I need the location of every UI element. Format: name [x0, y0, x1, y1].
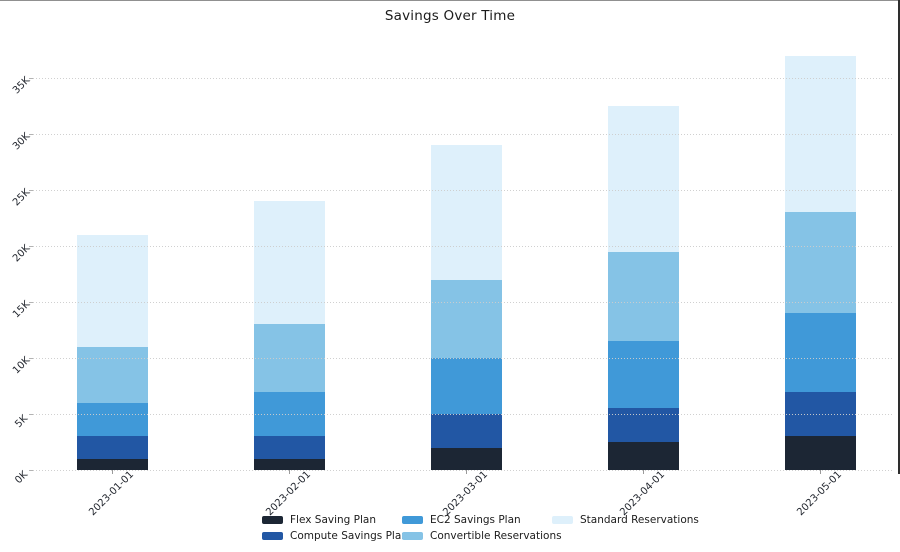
chart-title: Savings Over Time [384, 8, 516, 24]
legend-swatch-icon [262, 515, 283, 524]
y-axis-tick-label: 0K [13, 469, 31, 487]
bar-segment-flex-saving-plan[interactable] [784, 436, 856, 470]
y-axis-tick-label: 25K [10, 186, 33, 209]
window-right-edge [898, 0, 900, 474]
gridline [33, 302, 894, 303]
x-axis-tick [643, 470, 644, 474]
legend-item-label: Compute Savings Plan [290, 529, 408, 542]
bar-segment-convertible-reservations[interactable] [607, 251, 679, 342]
y-axis-tick [29, 470, 33, 471]
x-axis-tick-label: 2023-05-01 [795, 469, 845, 519]
y-axis-tick [29, 414, 33, 415]
bar-segment-compute-savings-plan[interactable] [76, 436, 148, 459]
bar-segment-convertible-reservations[interactable] [76, 346, 148, 403]
y-axis-tick [29, 190, 33, 191]
legend-swatch-icon [402, 515, 423, 524]
legend-item-label: Convertible Reservations [430, 529, 562, 542]
y-axis-tick-label: 30K [10, 130, 33, 153]
gridline [33, 78, 894, 79]
bar-segment-ec2-savings-plan[interactable] [430, 358, 502, 414]
bar-segment-ec2-savings-plan[interactable] [607, 341, 679, 409]
bar-segment-ec2-savings-plan[interactable] [253, 391, 325, 437]
gridline [33, 190, 894, 191]
bar-segment-convertible-reservations[interactable] [430, 279, 502, 358]
bar-segment-compute-savings-plan[interactable] [784, 391, 856, 437]
legend-swatch-icon [262, 531, 283, 540]
gridline [33, 134, 894, 135]
bar-segment-ec2-savings-plan[interactable] [784, 313, 856, 392]
gridline [33, 246, 894, 247]
legend-item-compute-savings-plan[interactable]: Compute Savings Plan [262, 529, 408, 542]
bar-segment-standard-reservations[interactable] [430, 145, 502, 280]
y-axis-tick-label: 15K [10, 298, 33, 321]
x-axis-tick [112, 470, 113, 474]
y-axis-tick [29, 358, 33, 359]
x-axis-tick [289, 470, 290, 474]
bar-segment-flex-saving-plan[interactable] [76, 458, 148, 470]
legend: Flex Saving Plan Compute Savings Plan EC2 … [262, 513, 699, 542]
y-axis-tick [29, 246, 33, 247]
x-axis-tick [820, 470, 821, 474]
x-axis-tick [466, 470, 467, 474]
bar-segment-compute-savings-plan[interactable] [607, 408, 679, 442]
bar-segment-flex-saving-plan[interactable] [253, 458, 325, 470]
legend-item-label: EC2 Savings Plan [430, 513, 521, 526]
y-axis-tick-label: 20K [10, 242, 33, 265]
y-axis-tick-label: 5K [13, 413, 31, 431]
y-axis-tick [29, 78, 33, 79]
bar-segment-ec2-savings-plan[interactable] [76, 402, 148, 437]
bar-segment-compute-savings-plan[interactable] [430, 414, 502, 448]
bar-segment-compute-savings-plan[interactable] [253, 436, 325, 459]
bar-segment-convertible-reservations[interactable] [253, 324, 325, 392]
legend-item-standard-reservations[interactable]: Standard Reservations [552, 513, 699, 526]
legend-item-flex-saving-plan[interactable]: Flex Saving Plan [262, 513, 402, 526]
bar-segment-standard-reservations[interactable] [784, 55, 856, 213]
legend-item-label: Flex Saving Plan [290, 513, 377, 526]
bar-segment-standard-reservations[interactable] [76, 234, 148, 347]
y-axis-tick-label: 35K [10, 74, 33, 97]
gridline [33, 414, 894, 415]
bar-segment-flex-saving-plan[interactable] [607, 442, 679, 470]
window-top-edge [0, 0, 900, 1]
x-axis-tick-label: 2023-01-01 [87, 469, 137, 519]
bar-segment-standard-reservations[interactable] [607, 106, 679, 252]
y-axis-tick [29, 302, 33, 303]
legend-item-convertible-reservations[interactable]: Convertible Reservations [402, 529, 562, 542]
y-axis-tick-label: 10K [10, 354, 33, 377]
y-axis-tick [29, 134, 33, 135]
bar-segment-standard-reservations[interactable] [253, 201, 325, 325]
bar-segment-flex-saving-plan[interactable] [430, 447, 502, 470]
legend-swatch-icon [552, 515, 573, 524]
legend-item-label: Standard Reservations [580, 513, 699, 526]
legend-item-ec2-savings-plan[interactable]: EC2 Savings Plan [402, 513, 552, 526]
bar-segment-convertible-reservations[interactable] [784, 212, 856, 314]
gridline [33, 358, 894, 359]
legend-swatch-icon [402, 531, 423, 540]
gridline [33, 470, 894, 471]
